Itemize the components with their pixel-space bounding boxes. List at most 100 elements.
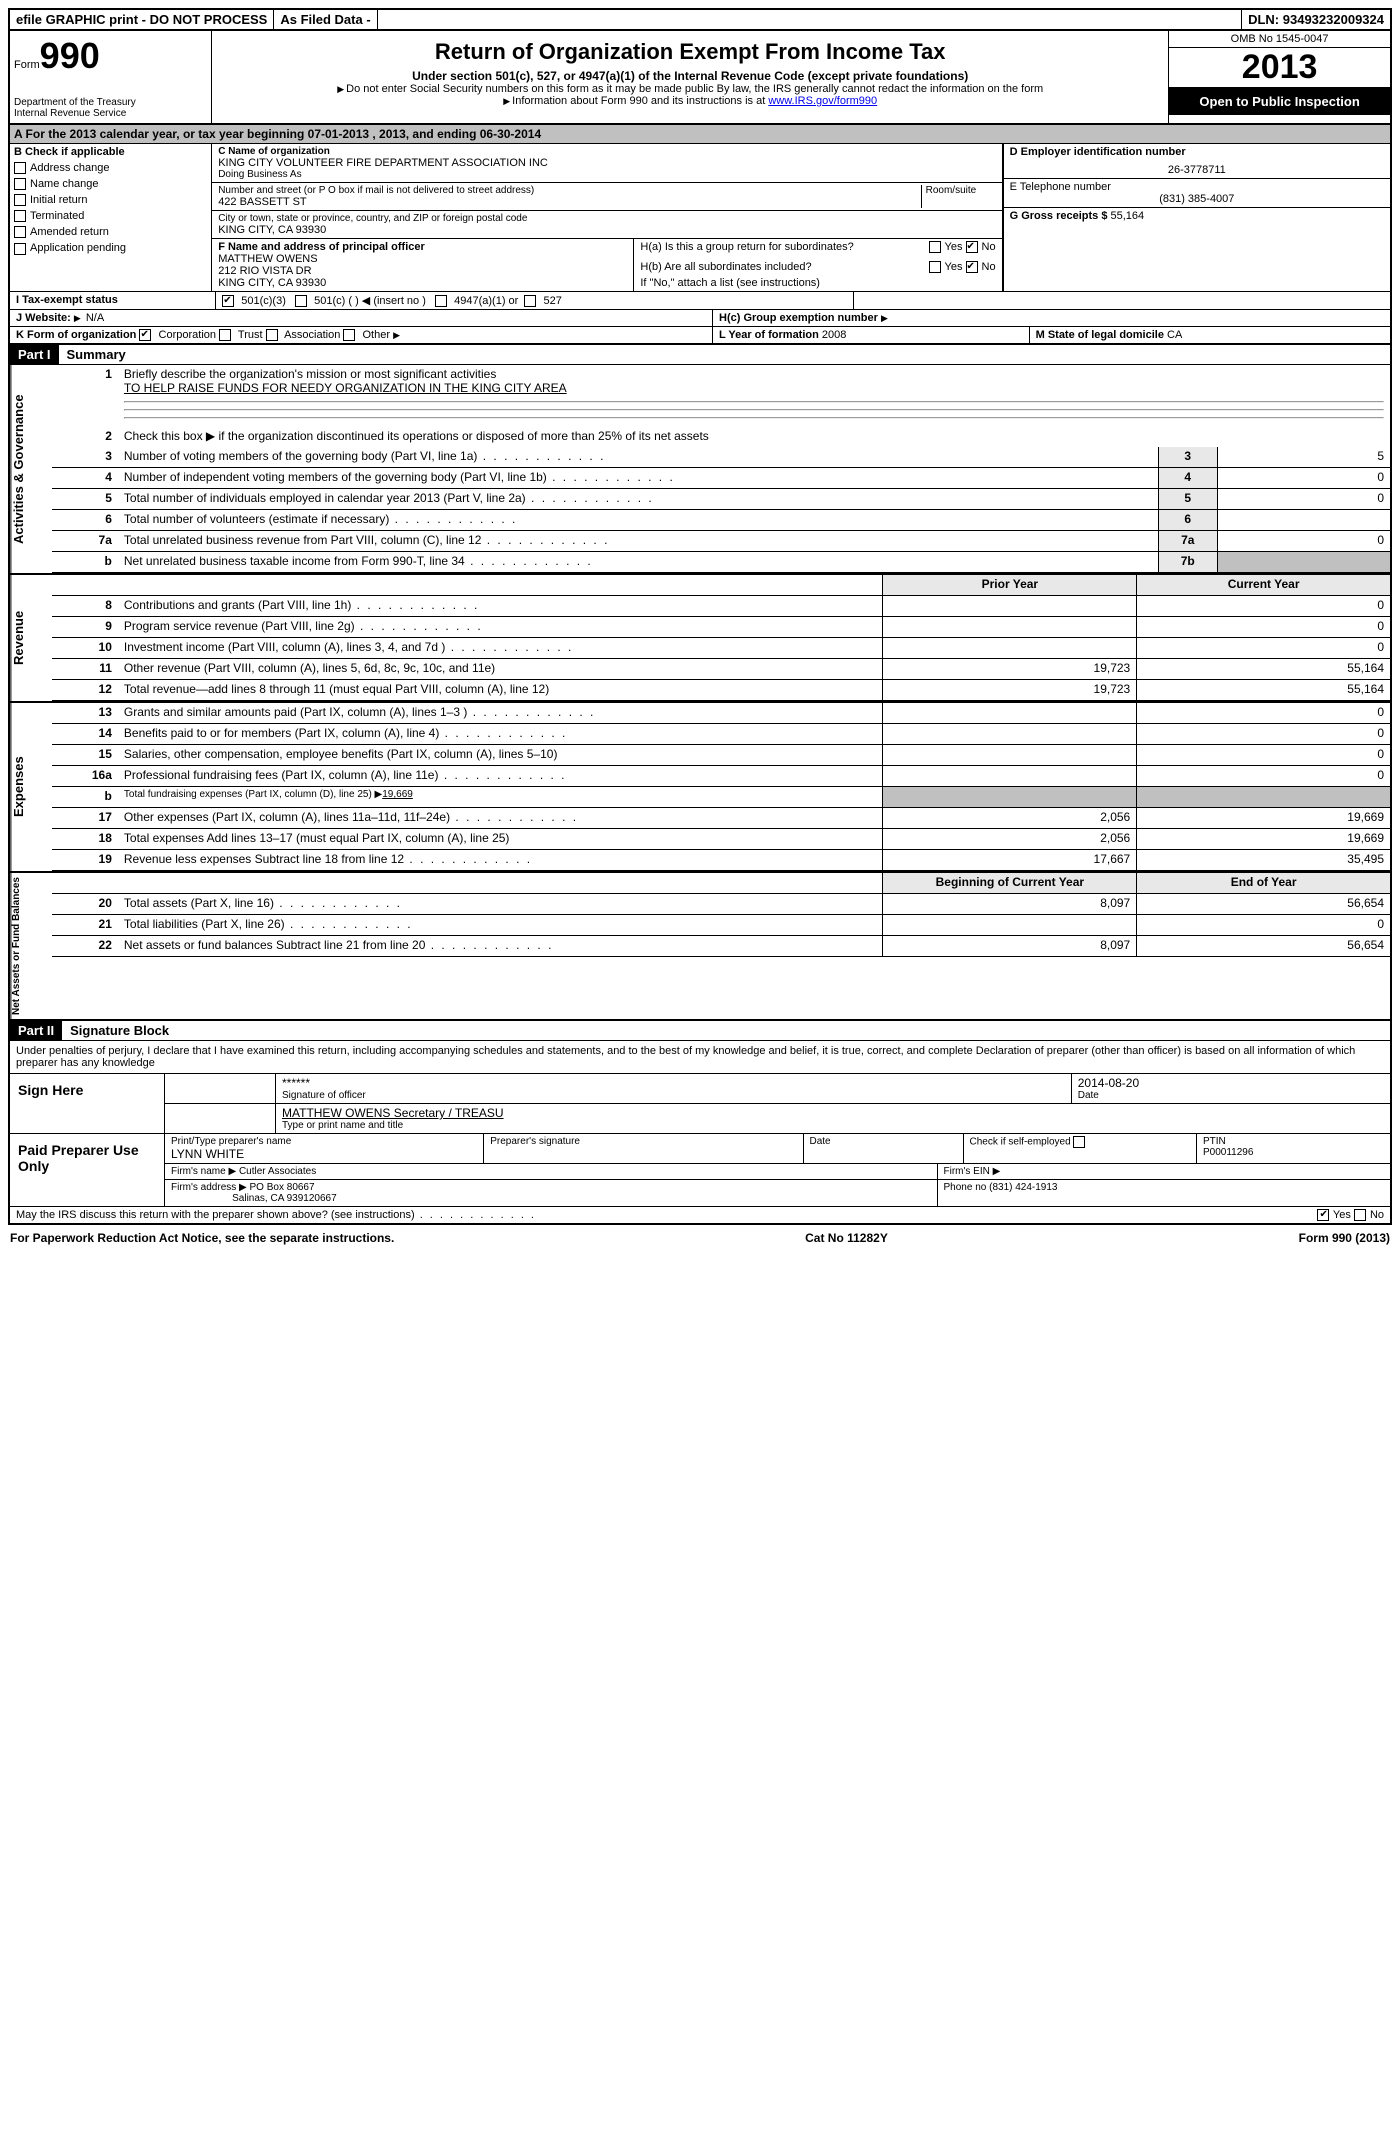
checkbox-trust[interactable] <box>219 329 231 341</box>
hc-label: H(c) Group exemption number <box>719 312 878 324</box>
firm-ein-label: Firm's EIN ▶ <box>944 1166 1001 1177</box>
hb-row: H(b) Are all subordinates included? Yes … <box>640 261 995 273</box>
line10-current: 0 <box>1136 638 1390 658</box>
gross-label: G Gross receipts $ <box>1010 210 1108 222</box>
firm-phone: (831) 424-1913 <box>989 1182 1057 1193</box>
checkbox-other[interactable] <box>343 329 355 341</box>
line12-prior: 19,723 <box>882 680 1136 700</box>
paid-preparer-block: Paid Preparer Use Only Print/Type prepar… <box>10 1134 1390 1207</box>
sig-officer-label: Signature of officer <box>282 1090 366 1101</box>
info-note: Information about Form 990 and its instr… <box>512 95 765 107</box>
prep-name-label: Print/Type preparer's name <box>171 1136 291 1147</box>
line22-current: 56,654 <box>1136 936 1390 956</box>
checkbox-initial-return[interactable] <box>14 194 26 206</box>
checkbox-ha-no[interactable] <box>966 241 978 253</box>
dept-irs: Internal Revenue Service <box>14 108 207 119</box>
hb-note: If "No," attach a list (see instructions… <box>640 277 995 289</box>
yes-text: Yes <box>945 241 963 253</box>
firm-addr2: Salinas, CA 939120667 <box>232 1193 337 1204</box>
hb-label: H(b) Are all subordinates included? <box>640 261 811 273</box>
line11-current: 55,164 <box>1136 659 1390 679</box>
checkbox-501c[interactable] <box>295 295 307 307</box>
year-formation-label: L Year of formation <box>719 329 819 341</box>
dln-label: DLN: <box>1248 12 1279 27</box>
form-990: efile GRAPHIC print - DO NOT PROCESS As … <box>8 8 1392 1225</box>
org-name: KING CITY VOLUNTEER FIRE DEPARTMENT ASSO… <box>218 157 995 169</box>
checkbox-discuss-no[interactable] <box>1354 1209 1366 1221</box>
checkbox-hb-yes[interactable] <box>929 261 941 273</box>
header-left: Form990 Department of the Treasury Inter… <box>10 31 212 123</box>
dba-label: Doing Business As <box>218 169 995 180</box>
street-label: Number and street (or P O box if mail is… <box>218 185 920 196</box>
public-inspection: Open to Public Inspection <box>1169 88 1390 115</box>
checkbox-discuss-yes[interactable] <box>1317 1209 1329 1221</box>
part-2-title: Signature Block <box>70 1023 169 1038</box>
irs-link[interactable]: www.IRS.gov/form990 <box>768 95 877 107</box>
line10-prior <box>882 638 1136 658</box>
firm-addr1: PO Box 80667 <box>250 1182 315 1193</box>
opt-4947: 4947(a)(1) or <box>454 295 518 307</box>
revenue-side-label: Revenue <box>10 575 52 701</box>
end-year-header: End of Year <box>1136 873 1390 893</box>
opt-527: 527 <box>544 295 562 307</box>
netassets-section: Net Assets or Fund Balances Beginning of… <box>10 873 1390 1021</box>
type-print-label: Type or print name and title <box>282 1120 403 1131</box>
discuss-row: May the IRS discuss this return with the… <box>10 1207 1390 1223</box>
checkbox-ha-yes[interactable] <box>929 241 941 253</box>
header-center: Return of Organization Exempt From Incom… <box>212 31 1169 123</box>
line18-prior: 2,056 <box>882 829 1136 849</box>
checkbox-amended[interactable] <box>14 226 26 238</box>
line9-current: 0 <box>1136 617 1390 637</box>
ssn-note: Do not enter Social Security numbers on … <box>346 83 1043 95</box>
line17-prior: 2,056 <box>882 808 1136 828</box>
paid-preparer-label: Paid Preparer Use Only <box>10 1134 165 1206</box>
line18-current: 19,669 <box>1136 829 1390 849</box>
checkbox-4947[interactable] <box>435 295 447 307</box>
expenses-side-label: Expenses <box>10 703 52 871</box>
checkbox-self-employed[interactable] <box>1073 1136 1085 1148</box>
city: KING CITY, CA 93930 <box>218 224 995 236</box>
line12-text: Total revenue—add lines 8 through 11 (mu… <box>124 682 549 696</box>
checkbox-hb-no[interactable] <box>966 261 978 273</box>
row-website: J Website: N/A H(c) Group exemption numb… <box>10 310 1390 327</box>
line20-prior: 8,097 <box>882 894 1136 914</box>
checkbox-assoc[interactable] <box>266 329 278 341</box>
governance-side-label: Activities & Governance <box>10 365 52 573</box>
line16b-prior <box>882 787 1136 807</box>
checkbox-name-change[interactable] <box>14 178 26 190</box>
signature-date: 2014-08-20 <box>1078 1076 1384 1090</box>
line19-current: 35,495 <box>1136 850 1390 870</box>
perjury-text: Under penalties of perjury, I declare th… <box>10 1041 1390 1074</box>
column-c: C Name of organization KING CITY VOLUNTE… <box>212 144 1002 291</box>
ha-row: H(a) Is this a group return for subordin… <box>640 241 995 253</box>
current-year-header: Current Year <box>1136 575 1390 595</box>
label-amended: Amended return <box>30 226 109 238</box>
no-text: No <box>1370 1209 1384 1221</box>
line21-prior <box>882 915 1136 935</box>
checkbox-501c3[interactable] <box>222 295 234 307</box>
part-1-label: Part I <box>10 345 59 364</box>
line8-prior <box>882 596 1136 616</box>
checkbox-527[interactable] <box>524 295 536 307</box>
officer-city: KING CITY, CA 93930 <box>218 277 627 289</box>
spacer <box>378 10 1242 29</box>
form-subtitle: Under section 501(c), 527, or 4947(a)(1)… <box>220 69 1160 83</box>
expenses-section: Expenses 13Grants and similar amounts pa… <box>10 703 1390 873</box>
line17-current: 19,669 <box>1136 808 1390 828</box>
arrow-icon <box>881 312 890 324</box>
line16a-text: Professional fundraising fees (Part IX, … <box>124 768 439 782</box>
checkbox-pending[interactable] <box>14 243 26 255</box>
line16b-value: 19,669 <box>382 789 413 800</box>
check-self-label: Check if self-employed <box>970 1137 1071 1148</box>
line6-value <box>1217 510 1391 530</box>
dln: DLN: 93493232009324 <box>1242 10 1390 29</box>
sign-here-block: Sign Here ******Signature of officer 201… <box>10 1074 1390 1134</box>
checkbox-terminated[interactable] <box>14 210 26 222</box>
checkbox-corp[interactable] <box>139 329 151 341</box>
city-label: City or town, state or province, country… <box>218 213 995 224</box>
checkbox-address-change[interactable] <box>14 162 26 174</box>
ptin-label: PTIN <box>1203 1136 1226 1147</box>
firm-name-label: Firm's name ▶ <box>171 1166 236 1177</box>
opt-501c: 501(c) ( ) <box>314 295 359 307</box>
no-text: No <box>982 261 996 273</box>
